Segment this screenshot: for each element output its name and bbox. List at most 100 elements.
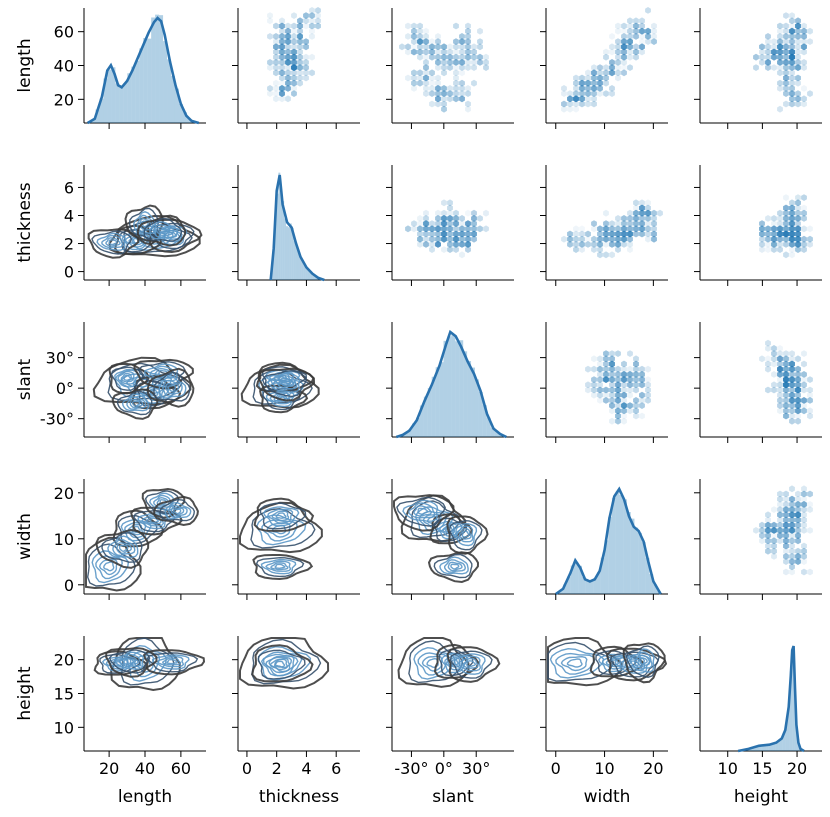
hexbin-cell xyxy=(591,74,597,82)
y-tick-label: -30° xyxy=(40,410,74,429)
hexbin-cell xyxy=(639,43,645,51)
hexbin-cell xyxy=(291,48,297,56)
hexbin-cell xyxy=(609,365,615,373)
hexbin-cell xyxy=(777,85,783,92)
hexbin-cell xyxy=(615,230,621,238)
hexbin-cell xyxy=(441,215,447,222)
hexbin-cell xyxy=(459,38,465,45)
hexbin-cell xyxy=(579,85,585,92)
hexbin-cell xyxy=(285,27,291,35)
kde-contour-line xyxy=(105,237,121,247)
hexbin-cell xyxy=(795,516,801,524)
histogram-bar xyxy=(623,499,627,594)
kde-contour-line xyxy=(108,239,118,246)
hexbin-cell xyxy=(429,220,435,227)
hexbin-cell xyxy=(465,33,471,40)
hexbin-cell xyxy=(591,246,597,253)
hexbin-cell xyxy=(771,537,777,545)
y-tick-label: 4 xyxy=(64,206,74,225)
histogram-bar xyxy=(768,744,772,751)
hexbin-cell xyxy=(795,537,801,545)
hexbin-cell xyxy=(399,43,405,51)
hexbin-cell xyxy=(789,33,795,40)
hexbin-cell xyxy=(795,506,801,513)
hexbin-cell xyxy=(471,235,477,243)
hexbin-cell xyxy=(777,53,783,61)
hexbin-cell xyxy=(627,43,633,51)
hexbin-cell xyxy=(777,391,783,399)
kde-line xyxy=(555,486,662,596)
hexbin-cell xyxy=(297,22,303,30)
hexbin-cell xyxy=(621,53,627,61)
hexbin-cell xyxy=(285,53,291,61)
hexbin-cell xyxy=(639,33,645,40)
hexbin-cell xyxy=(471,64,477,71)
hexbin-cell xyxy=(801,371,807,378)
hexbin-cell xyxy=(597,360,603,368)
hexbin-cell xyxy=(765,521,771,529)
hexbin-cell xyxy=(633,48,639,56)
hexbin-cell xyxy=(465,48,471,56)
hexbin-cell xyxy=(795,38,801,45)
hexbin-cell xyxy=(267,12,273,19)
hexbin-cell xyxy=(423,79,429,87)
hexbin-cell xyxy=(441,230,447,238)
hexbin-cell xyxy=(801,485,807,493)
hexbin-cell xyxy=(591,220,597,227)
hexbin-cell xyxy=(477,225,483,233)
hexbin-cell xyxy=(783,537,789,545)
hexbin-cell xyxy=(621,27,627,35)
hexbin-cell xyxy=(285,59,291,66)
hexbin-cell xyxy=(423,230,429,238)
hexbin-cell xyxy=(759,220,765,227)
hexbin-cell xyxy=(603,355,609,363)
hexbin-cell xyxy=(285,48,291,56)
hexbin-cell xyxy=(789,220,795,227)
hexbin-cell xyxy=(651,230,657,238)
hexbin-cell xyxy=(591,386,597,394)
hexbin-cell xyxy=(471,230,477,238)
hexbin-cell xyxy=(273,43,279,51)
hexbin-cell xyxy=(759,225,765,233)
hexbin-cell xyxy=(453,230,459,238)
hexbin-cell xyxy=(795,199,801,207)
hexbin-cell xyxy=(807,241,813,248)
hexbin-cell xyxy=(639,27,645,35)
kde-contour-line xyxy=(120,637,175,686)
hexbin-cell xyxy=(639,412,645,420)
hexbin-cell xyxy=(789,48,795,56)
hexbin-cell xyxy=(795,215,801,222)
hexbin-cell xyxy=(621,230,627,238)
hexbin-cell xyxy=(573,95,579,103)
hexbin-cell xyxy=(291,59,297,66)
hexbin-cell xyxy=(795,225,801,233)
hexbin-cell xyxy=(783,74,789,82)
hexbin-cell xyxy=(603,74,609,82)
hexbin-cell xyxy=(621,407,627,415)
kde-contour-line xyxy=(566,658,583,668)
hexbin-cell xyxy=(633,48,639,56)
hexbin-cell xyxy=(417,38,423,45)
hexbin-cell xyxy=(765,225,771,233)
histogram-bar xyxy=(780,738,783,751)
hexbin-cell xyxy=(429,53,435,61)
hexbin-cell xyxy=(459,48,465,56)
x-tick-label: 0° xyxy=(435,759,453,778)
hexbin-cell xyxy=(585,79,591,87)
hexbin-cell xyxy=(639,397,645,404)
histogram-bar xyxy=(754,747,757,751)
panel-slant-slant xyxy=(386,322,514,443)
hexbin-cell xyxy=(603,350,609,357)
hexbin-cell xyxy=(429,235,435,243)
hexbin-cell xyxy=(789,495,795,503)
hexbin-cell xyxy=(465,225,471,233)
hexbin-cell xyxy=(303,64,309,71)
hexbin-cell xyxy=(297,64,303,71)
hexbin-cell xyxy=(279,48,285,56)
hexbin-cell xyxy=(441,105,447,113)
hexbin-cell xyxy=(573,90,579,97)
hexbin-cell xyxy=(771,360,777,368)
hexbin-cell xyxy=(429,85,435,92)
histogram-bar xyxy=(115,83,120,123)
